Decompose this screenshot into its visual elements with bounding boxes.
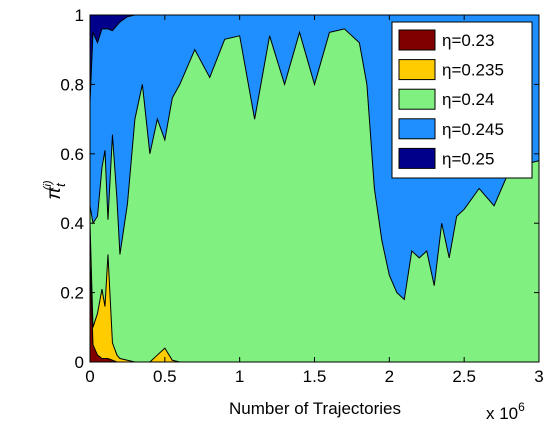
y-axis-ticks: 0 0.2 0.4 0.6 0.8 1 bbox=[60, 6, 539, 372]
x-tick-label: 0 bbox=[85, 367, 94, 386]
y-axis-label-superscript: (i) bbox=[42, 180, 54, 190]
x-axis-multiplier-exponent: 6 bbox=[518, 400, 525, 414]
x-axis-multiplier-base: x 10 bbox=[486, 404, 518, 423]
legend-swatch-2 bbox=[398, 59, 436, 81]
x-tick-label: 1 bbox=[235, 367, 244, 386]
legend-swatch-4 bbox=[398, 118, 436, 140]
y-axis-label-subscript: t bbox=[53, 182, 68, 187]
boundary-line-3 bbox=[89, 28, 540, 301]
legend-swatch-3 bbox=[398, 88, 436, 110]
legend-label-2: η=0.235 bbox=[442, 61, 504, 80]
legend: η=0.23 η=0.235 η=0.24 η=0.245 η=0.25 bbox=[391, 21, 533, 179]
y-tick-label: 0.8 bbox=[60, 75, 84, 94]
legend-label-4: η=0.245 bbox=[442, 120, 504, 139]
x-tick-label: 1.5 bbox=[303, 367, 327, 386]
legend-swatch-1 bbox=[398, 29, 436, 51]
legend-label-1: η=0.23 bbox=[442, 31, 494, 50]
svg-text:πt(i): πt(i) bbox=[42, 180, 68, 199]
x-axis-ticks: 0 0.5 1 1.5 2 2.5 3 bbox=[85, 15, 544, 386]
x-axis-label: Number of Trajectories bbox=[229, 399, 401, 418]
y-tick-label: 0.4 bbox=[60, 214, 84, 233]
x-tick-label: 0.5 bbox=[153, 367, 177, 386]
x-axis-multiplier: x 106 bbox=[486, 400, 525, 423]
y-tick-label: 0 bbox=[75, 353, 84, 372]
area-series-3 bbox=[90, 28, 539, 362]
x-tick-label: 3 bbox=[534, 367, 543, 386]
y-tick-label: 1 bbox=[75, 6, 84, 25]
legend-label-5: η=0.25 bbox=[442, 149, 494, 168]
y-tick-label: 0.6 bbox=[60, 145, 84, 164]
y-axis-label: πt(i) bbox=[42, 180, 68, 199]
y-axis-label-symbol: π bbox=[44, 186, 65, 200]
y-tick-label: 0.2 bbox=[60, 284, 84, 303]
x-tick-label: 2.5 bbox=[452, 367, 476, 386]
legend-label-3: η=0.24 bbox=[442, 90, 494, 109]
x-tick-label: 2 bbox=[385, 367, 394, 386]
legend-swatch-5 bbox=[398, 147, 436, 169]
